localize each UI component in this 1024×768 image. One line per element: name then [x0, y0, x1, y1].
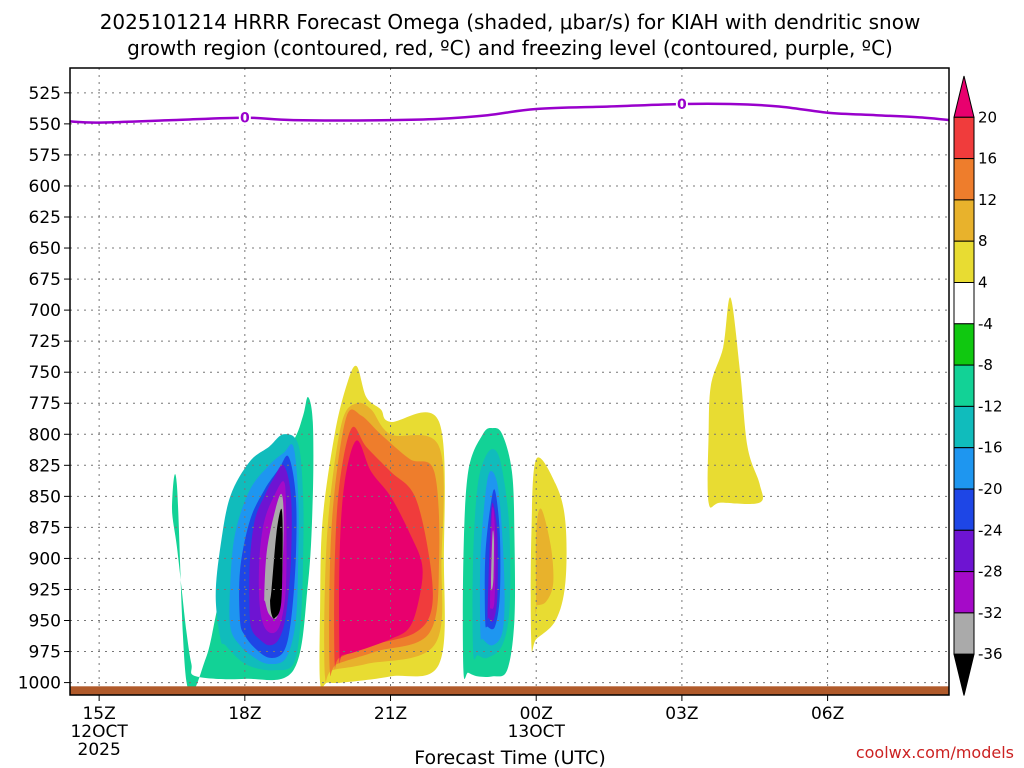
colorbar-label-neg4: -4 — [978, 315, 993, 333]
surface-band — [70, 686, 949, 695]
colorbar-segment — [953, 488, 975, 531]
plot-frame — [69, 67, 950, 696]
y-axis: 525 550 575 600 625 650 675 700 725 750 775 800 825 8… — [18, 84, 70, 694]
y-tick-label-950: 950 — [29, 612, 61, 632]
colorbar-label-neg24: -24 — [978, 521, 1003, 539]
colorbar-label-16: 16 — [978, 150, 997, 168]
colorbar-segment — [953, 240, 975, 283]
y-tick-label-850: 850 — [29, 487, 61, 507]
colorbar-label-neg28: -28 — [978, 563, 1003, 581]
colorbar-label-12: 12 — [978, 191, 997, 209]
plot-area: 00 — [69, 67, 950, 696]
y-tick-label-600: 600 — [29, 177, 61, 197]
freezing-level-label-bg — [238, 109, 251, 126]
colorbar-segment — [953, 282, 975, 325]
x-axis-label: Forecast Time (UTC) — [414, 747, 605, 768]
chart-title-line2: growth region (contoured, red, ºC) and f… — [127, 36, 893, 60]
y-tick-label-550: 550 — [29, 115, 61, 135]
y-tick-label-925: 925 — [29, 580, 61, 600]
y-tick-label-650: 650 — [29, 239, 61, 259]
colorbar-label-neg8: -8 — [978, 356, 993, 374]
y-tick-label-875: 875 — [29, 518, 61, 538]
x-tick-date: 12OCT — [70, 722, 128, 742]
chart-title-line1: 2025101214 HRRR Forecast Omega (shaded, … — [100, 10, 921, 34]
omega-contour-ascent-20z-cell-20 — [339, 440, 423, 665]
y-tick-label-625: 625 — [29, 208, 61, 228]
freezing-level-label: 0 — [240, 111, 250, 127]
y-tick-label-750: 750 — [29, 363, 61, 383]
colorbar-label-neg36: -36 — [978, 645, 1003, 663]
y-tick-label-675: 675 — [29, 270, 61, 290]
omega-contour-descent-2230z-cell-neg32 — [491, 530, 495, 591]
surface-band-fill — [70, 686, 949, 695]
y-tick-label-700: 700 — [29, 301, 61, 321]
x-tick-label-06Z: 06Z — [811, 704, 844, 724]
colorbar-segment — [953, 529, 975, 573]
x-tick-label-21Z: 21Z — [374, 704, 407, 724]
x-tick-date: 13OCT — [508, 722, 566, 742]
y-tick-label-775: 775 — [29, 394, 61, 414]
y-tick-label-825: 825 — [29, 456, 61, 476]
y-tick-label-900: 900 — [29, 549, 61, 569]
y-tick-label-800: 800 — [29, 425, 61, 445]
omega-contour-descent-18z-cell-neg36 — [270, 508, 283, 619]
colorbar-label-neg20: -20 — [978, 480, 1003, 498]
colorbar-label-neg12: -12 — [978, 397, 1003, 415]
y-tick-label-725: 725 — [29, 332, 61, 352]
colorbar-label-neg32: -32 — [978, 604, 1003, 622]
colorbar-segment — [953, 571, 975, 614]
colorbar-segment — [953, 158, 975, 201]
y-tick-label-1000: 1000 — [18, 674, 61, 694]
y-tick-label-525: 525 — [29, 84, 61, 104]
colorbar-segment — [953, 116, 975, 160]
y-tick-label-975: 975 — [29, 643, 61, 663]
colorbar-segment — [953, 612, 975, 655]
x-tick-year: 2025 — [78, 740, 121, 760]
colorbar-top-arrow — [953, 75, 975, 118]
freezing-level-line — [69, 102, 950, 124]
x-tick-label-15Z: 15Z — [82, 704, 115, 724]
colorbar-segment — [953, 323, 975, 366]
freezing-level-label-bg — [675, 96, 688, 113]
freezing-level-label: 0 — [677, 97, 687, 113]
colorbar-bottom-arrow — [953, 653, 975, 696]
colorbar: 20 16 12 8 4 -4 -8 -12 -16 -20 -24 -28 -32 -36 — [953, 75, 1003, 696]
colorbar-segment — [953, 364, 975, 407]
credit-text: coolwx.com/models — [856, 743, 1014, 762]
omega-contour-ascent-0130z-cell-4 — [707, 297, 763, 508]
x-tick-label-00Z: 00Z — [520, 704, 553, 724]
omega-shading — [172, 297, 763, 693]
colorbar-segment — [953, 199, 975, 242]
y-tick-label-575: 575 — [29, 146, 61, 166]
freezing-level: 00 — [69, 96, 950, 127]
colorbar-label-neg16: -16 — [978, 439, 1003, 457]
colorbar-label-20: 20 — [978, 108, 997, 126]
colorbar-segment — [953, 405, 975, 449]
colorbar-label-8: 8 — [978, 232, 988, 250]
colorbar-segment — [953, 447, 975, 490]
x-tick-label-03Z: 03Z — [665, 704, 698, 724]
omega-contour-ascent-00z-cell-8 — [535, 508, 554, 614]
x-tick-label-18Z: 18Z — [228, 704, 261, 724]
colorbar-label-4: 4 — [978, 274, 988, 292]
